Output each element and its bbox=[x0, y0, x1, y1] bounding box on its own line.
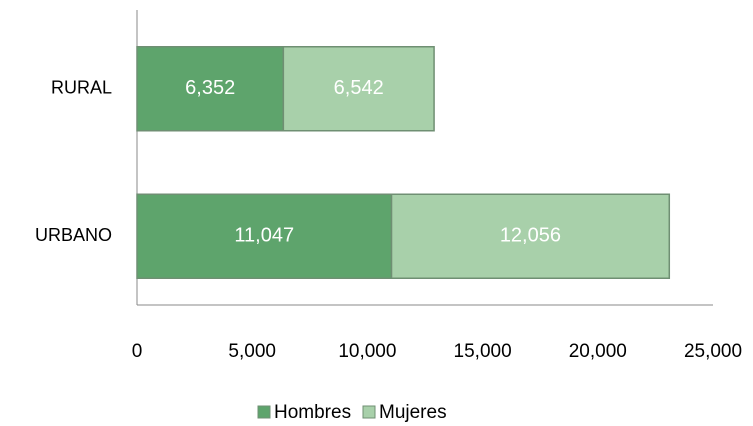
bar-value-label: 12,056 bbox=[500, 225, 561, 247]
bar bbox=[136, 193, 393, 279]
x-tick-label: 0 bbox=[132, 341, 143, 362]
y-tick-label: RURAL bbox=[51, 78, 112, 98]
bar-value-label: 6,352 bbox=[185, 77, 235, 99]
bar bbox=[136, 46, 285, 132]
x-tick-label: 10,000 bbox=[338, 341, 396, 362]
bar bbox=[282, 46, 435, 132]
legend-swatch bbox=[362, 405, 376, 419]
x-tick-label: 25,000 bbox=[684, 341, 742, 362]
legend-swatch bbox=[257, 405, 271, 419]
x-tick-label: 5,000 bbox=[228, 341, 276, 362]
bar-value-label: 11,047 bbox=[234, 225, 294, 247]
bar bbox=[390, 193, 671, 279]
y-tick-label: URBANO bbox=[35, 225, 112, 245]
x-tick-label: 15,000 bbox=[454, 341, 512, 362]
legend-label: Hombres bbox=[274, 402, 351, 423]
legend-label: Mujeres bbox=[379, 402, 447, 423]
bar-value-label: 6,542 bbox=[334, 77, 384, 99]
x-tick-label: 20,000 bbox=[569, 341, 627, 362]
